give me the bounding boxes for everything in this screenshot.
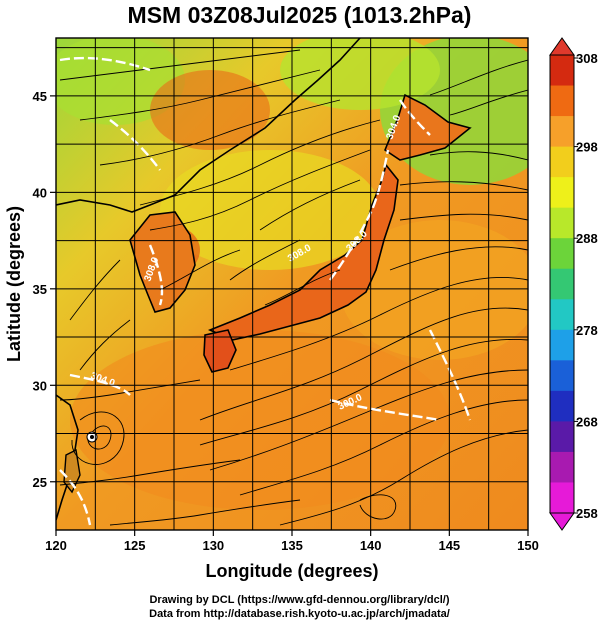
x-axis-label: Longitude (degrees): [205, 561, 378, 581]
x-tick-label: 125: [124, 538, 146, 553]
colorbar-segment: [550, 85, 574, 117]
colorbar-segment: [550, 299, 574, 331]
colorbar-tick-label: 288: [576, 231, 598, 246]
isotherm-contours: [59, 56, 472, 526]
colorbar-segment: [550, 360, 574, 392]
colorbar-tick-label: 278: [576, 323, 598, 338]
typhoon-center: [86, 431, 98, 443]
x-tick-label: 130: [202, 538, 224, 553]
colorbar-segment: [550, 146, 574, 178]
colorbar-segment: [550, 238, 574, 270]
y-tick-label: 40: [33, 185, 47, 200]
colorbar-segment: [550, 207, 574, 239]
colorbar-segment: [550, 116, 574, 148]
colorbar-segment: [550, 268, 574, 300]
colorbar-tick-label: 298: [576, 140, 598, 155]
colorbar-segment: [550, 421, 574, 453]
colorbar-bottom-triangle: [549, 512, 575, 531]
colorbar-segment: [550, 55, 574, 87]
colorbar-segment: [550, 451, 574, 483]
x-tick-label: 150: [517, 538, 539, 553]
y-tick-label: 30: [33, 378, 47, 393]
colorbar-top-triangle: [549, 37, 575, 56]
colorbar-tick-label: 308: [576, 51, 598, 66]
x-tick-label: 140: [360, 538, 382, 553]
map-title: MSM 03Z08Jul2025 (1013.2hPa): [127, 2, 472, 28]
colorbar-segment: [550, 329, 574, 361]
japan-honshu-outline: [207, 163, 399, 341]
y-axis-label: Latitude (degrees): [4, 206, 24, 362]
y-tick-label: 25: [33, 475, 47, 490]
y-tick-label: 45: [33, 89, 47, 104]
y-tick-label: 35: [33, 282, 47, 297]
x-tick-label: 145: [438, 538, 460, 553]
mainland-coast-outline: [56, 38, 361, 213]
x-axis-ticks: 120 125 130 135 140 145 150: [45, 530, 539, 553]
lat-lon-grid: [56, 38, 528, 530]
colorbar-segment: [550, 390, 574, 422]
colorbar: 308 298 288 278 268 258: [549, 37, 598, 531]
japan-kyushu-outline: [203, 329, 237, 373]
y-axis-ticks: 25 30 35 40 45: [33, 89, 56, 490]
credit-dcl: Drawing by DCL (https://www.gfd-dennou.o…: [149, 594, 450, 606]
colorbar-segment: [550, 177, 574, 209]
colorbar-segment: [550, 482, 574, 514]
colorbar-tick-label: 268: [576, 414, 598, 429]
x-tick-label: 135: [281, 538, 303, 553]
credit-data-source: Data from http://database.rish.kyoto-u.a…: [149, 608, 450, 620]
colorbar-tick-label: 258: [576, 506, 598, 521]
x-tick-label: 120: [45, 538, 67, 553]
map-plot-area: 308.0 308.0 304.0 300.0 308.0 304.0: [56, 38, 528, 530]
streamlines: [59, 49, 528, 526]
